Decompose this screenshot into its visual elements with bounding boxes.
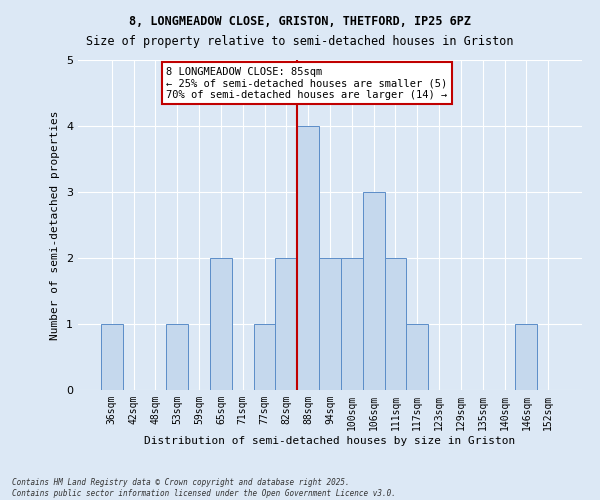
X-axis label: Distribution of semi-detached houses by size in Griston: Distribution of semi-detached houses by … <box>145 436 515 446</box>
Y-axis label: Number of semi-detached properties: Number of semi-detached properties <box>50 110 61 340</box>
Bar <box>210 258 232 390</box>
Bar <box>341 258 363 390</box>
Bar <box>515 324 537 390</box>
Bar <box>319 258 341 390</box>
Bar <box>363 192 385 390</box>
Text: 8 LONGMEADOW CLOSE: 85sqm
← 25% of semi-detached houses are smaller (5)
70% of s: 8 LONGMEADOW CLOSE: 85sqm ← 25% of semi-… <box>166 66 448 100</box>
Bar <box>254 324 275 390</box>
Text: 8, LONGMEADOW CLOSE, GRISTON, THETFORD, IP25 6PZ: 8, LONGMEADOW CLOSE, GRISTON, THETFORD, … <box>129 15 471 28</box>
Bar <box>166 324 188 390</box>
Bar <box>406 324 428 390</box>
Bar <box>275 258 297 390</box>
Bar <box>101 324 123 390</box>
Text: Size of property relative to semi-detached houses in Griston: Size of property relative to semi-detach… <box>86 35 514 48</box>
Text: Contains HM Land Registry data © Crown copyright and database right 2025.
Contai: Contains HM Land Registry data © Crown c… <box>12 478 396 498</box>
Bar <box>297 126 319 390</box>
Bar <box>385 258 406 390</box>
